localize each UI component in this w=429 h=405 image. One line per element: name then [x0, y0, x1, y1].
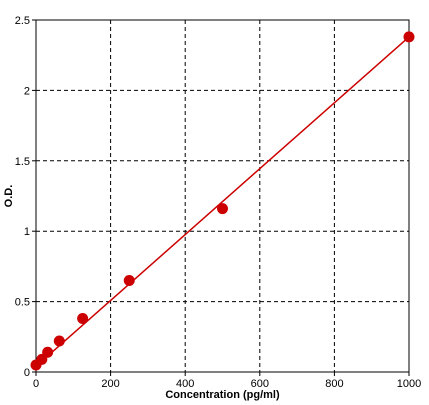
data-point [403, 31, 415, 43]
fit-line-group [35, 36, 410, 367]
y-tick-label: 2 [24, 85, 30, 97]
y-tick-label: 1.5 [15, 156, 30, 168]
x-tick-label: 0 [33, 378, 39, 390]
data-point [217, 203, 228, 215]
fit-line [35, 36, 410, 367]
x-axis-title: Concentration (pg/ml) [165, 389, 280, 401]
data-point [53, 335, 65, 347]
data-point [77, 312, 89, 324]
data-points [30, 31, 415, 371]
data-point [42, 346, 54, 358]
x-tick-label: 600 [251, 378, 269, 390]
x-tick-label: 400 [176, 378, 194, 390]
x-axis-ticks: 0 200 400 600 800 1000 [33, 372, 421, 390]
x-tick-label: 800 [325, 378, 343, 390]
x-tick-label: 200 [101, 378, 119, 390]
y-tick-label: 2.5 [15, 15, 30, 27]
y-axis-ticks: 0 0.5 1 1.5 2 2.5 [15, 15, 36, 379]
plot-area [35, 19, 410, 373]
y-tick-label: 1 [24, 226, 30, 238]
data-point [123, 274, 135, 286]
grid-lines [36, 20, 409, 372]
x-tick-label: 1000 [397, 378, 421, 390]
y-tick-label: 0 [24, 367, 30, 379]
y-axis-title: O.D. [3, 185, 15, 208]
y-tick-label: 0.5 [15, 297, 30, 309]
